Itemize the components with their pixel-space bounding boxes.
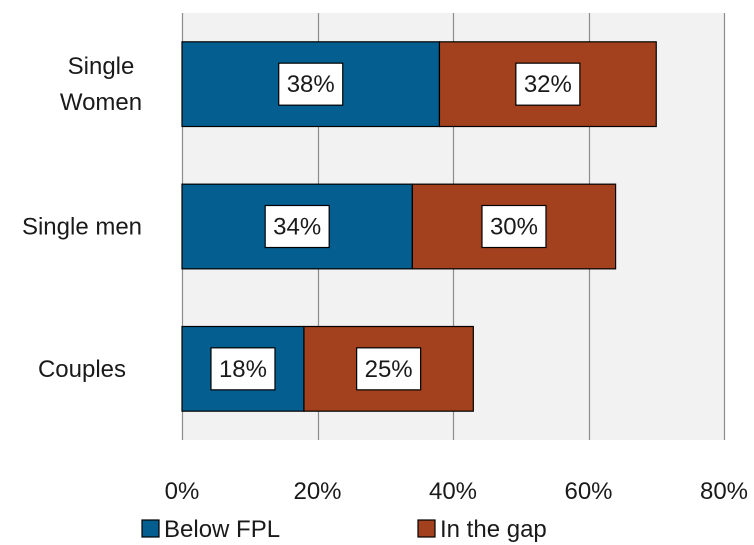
legend-label-1: In the gap	[440, 516, 547, 543]
category-label-0: Single Women	[60, 53, 142, 116]
category-label-1: Single men	[22, 214, 142, 241]
data-label-0-0: 38%	[287, 71, 335, 98]
x-tick-label-0: 0%	[165, 478, 200, 505]
x-tick-label-1: 20%	[293, 478, 341, 505]
data-label-box-1-2	[356, 347, 422, 391]
legend: Below FPL In the gap	[141, 516, 547, 543]
data-label-box-1-0	[515, 62, 581, 106]
x-tick-label-4: 80%	[700, 478, 748, 505]
data-label-box-0-0	[278, 62, 344, 106]
x-axis-ticks: 0% 20% 40% 60% 80%	[165, 478, 748, 505]
data-label-box-0-1	[264, 204, 330, 249]
category-label-2: Couples	[38, 356, 126, 383]
legend-label-0: Below FPL	[164, 516, 280, 543]
legend-swatch-0	[141, 519, 160, 538]
data-label-box-1-1	[481, 204, 547, 249]
data-label-0-2: 18%	[219, 356, 267, 383]
legend-swatch-1	[417, 519, 436, 538]
x-tick-label-2: 40%	[429, 478, 477, 505]
bars: 38% 32% 34% 30% 18% 25%	[181, 41, 657, 412]
data-label-0-1: 34%	[273, 214, 321, 241]
data-label-1-1: 30%	[490, 214, 538, 241]
data-label-1-2: 25%	[365, 356, 413, 383]
data-label-1-0: 32%	[524, 71, 572, 98]
data-label-box-0-2	[210, 347, 276, 391]
x-tick-label-3: 60%	[564, 478, 612, 505]
category-labels: Single Women Single men Couples	[22, 53, 142, 383]
